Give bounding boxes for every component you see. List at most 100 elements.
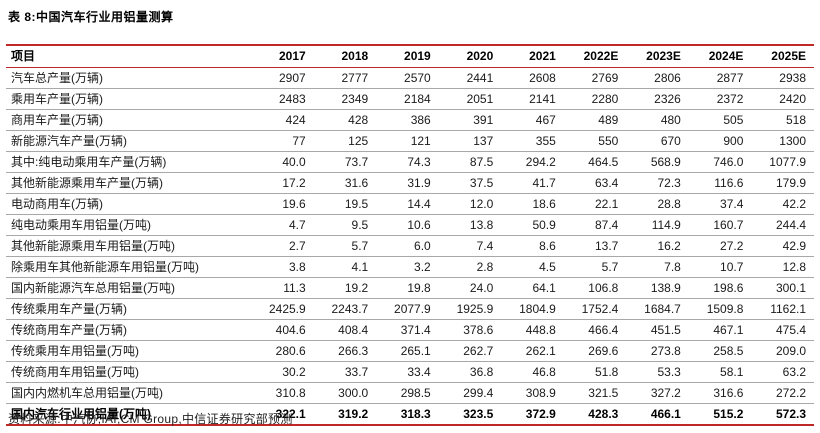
cell-value: 209.0 <box>775 344 806 358</box>
cell-value: 4.1 <box>351 260 369 274</box>
cell-value: 12.8 <box>782 260 806 274</box>
aluminum-usage-table: 项目 2017 2018 2019 2020 2021 2022E 2023E 2024E 202… <box>6 44 814 426</box>
column-header-year: 2020 <box>466 49 494 63</box>
cell-value: 14.4 <box>407 197 431 211</box>
table-row: 其他新能源乘用车用铝量(万吨) 2.7 5.7 6.0 7.4 8.6 13.7 16.2 27… <box>6 236 814 257</box>
row-label: 其他新能源乘用车产量(万辆) <box>11 176 163 190</box>
row-label: 国内内燃机车总用铝量(万吨) <box>11 386 163 400</box>
row-label: 传统商用车产量(万辆) <box>11 323 127 337</box>
cell-value: 1925.9 <box>456 302 494 316</box>
cell-value: 1684.7 <box>644 302 681 316</box>
cell-value: 2184 <box>404 92 431 106</box>
cell-value: 280.6 <box>275 344 306 358</box>
table-row: 商用车产量(万辆) 424 428 386 391 467 489 480 505 518 <box>6 110 814 131</box>
cell-value: 64.1 <box>532 281 556 295</box>
cell-value: 2.7 <box>288 239 306 253</box>
cell-value: 2077.9 <box>394 302 431 316</box>
row-label: 其他新能源乘用车用铝量(万吨) <box>11 239 175 253</box>
cell-value: 42.2 <box>782 197 806 211</box>
cell-value: 31.9 <box>407 176 431 190</box>
row-label: 其中:纯电动乘用车产量(万辆) <box>11 155 167 169</box>
cell-value: 451.5 <box>650 323 681 337</box>
cell-value: 24.0 <box>469 281 494 295</box>
cell-value: 106.8 <box>588 281 619 295</box>
column-header-year: 2018 <box>341 49 369 63</box>
cell-value: 572.3 <box>775 407 806 421</box>
cell-value: 489 <box>598 113 619 127</box>
cell-value: 41.7 <box>532 176 556 190</box>
cell-value: 137 <box>473 134 494 148</box>
cell-value: 5.7 <box>351 239 369 253</box>
cell-value: 125 <box>348 134 369 148</box>
table-row: 汽车总产量(万辆) 2907 2777 2570 2441 2608 2769 2806 287… <box>6 68 814 89</box>
cell-value: 77 <box>292 134 306 148</box>
cell-value: 428 <box>348 113 369 127</box>
table-row: 国内新能源汽车总用铝量(万吨) 11.3 19.2 19.8 24.0 64.1 106.8… <box>6 278 814 299</box>
table-row: 传统乘用车产量(万辆) 2425.9 2243.7 2077.9 1925.9 1804.… <box>6 299 814 320</box>
cell-value: 391 <box>473 113 494 127</box>
cell-value: 467 <box>535 113 556 127</box>
cell-value: 269.6 <box>588 344 619 358</box>
row-label: 传统商用车用铝量(万吨) <box>11 365 139 379</box>
cell-value: 12.0 <box>469 197 494 211</box>
cell-value: 2806 <box>654 71 681 85</box>
cell-value: 51.8 <box>594 365 619 379</box>
cell-value: 308.9 <box>525 386 556 400</box>
cell-value: 327.2 <box>650 386 681 400</box>
cell-value: 2349 <box>341 92 369 106</box>
cell-value: 466.1 <box>650 407 681 421</box>
cell-value: 114.9 <box>651 218 681 232</box>
cell-value: 1804.9 <box>519 302 556 316</box>
cell-value: 2280 <box>591 92 619 106</box>
cell-value: 9.5 <box>351 218 369 232</box>
cell-value: 505 <box>723 113 744 127</box>
column-header-year: 2021 <box>529 49 556 63</box>
cell-value: 72.3 <box>657 176 681 190</box>
cell-value: 4.7 <box>288 218 306 232</box>
cell-value: 670 <box>660 134 681 148</box>
cell-value: 19.2 <box>344 281 369 295</box>
cell-value: 2.8 <box>476 260 494 274</box>
cell-value: 19.6 <box>282 197 306 211</box>
cell-value: 371.4 <box>400 323 431 337</box>
cell-value: 36.8 <box>469 365 494 379</box>
cell-value: 4.5 <box>539 260 556 274</box>
cell-value: 2425.9 <box>268 302 306 316</box>
cell-value: 74.3 <box>407 155 431 169</box>
cell-value: 3.8 <box>288 260 306 274</box>
row-label: 汽车总产量(万辆) <box>11 71 103 85</box>
table-row: 国内汽车行业用铝量(万吨) 322.1 319.2 318.3 323.5 372.9 42… <box>6 404 814 425</box>
table-row: 传统乘用车用铝量(万吨) 280.6 266.3 265.1 262.7 262.1 269… <box>6 341 814 362</box>
cell-value: 42.9 <box>782 239 806 253</box>
cell-value: 310.8 <box>275 386 306 400</box>
cell-value: 50.9 <box>532 218 556 232</box>
cell-value: 73.7 <box>344 155 369 169</box>
column-header-year: 2017 <box>278 49 306 63</box>
column-header-year: 2022E <box>583 49 619 63</box>
cell-value: 273.8 <box>650 344 681 358</box>
cell-value: 272.2 <box>775 386 806 400</box>
cell-value: 7.8 <box>664 260 681 274</box>
cell-value: 16.2 <box>657 239 681 253</box>
cell-value: 37.5 <box>469 176 494 190</box>
cell-value: 2483 <box>278 92 306 106</box>
cell-value: 2769 <box>591 71 619 85</box>
cell-value: 1752.4 <box>581 302 619 316</box>
cell-value: 2141 <box>529 92 556 106</box>
cell-value: 2877 <box>716 71 744 85</box>
cell-value: 900 <box>723 134 744 148</box>
cell-value: 319.2 <box>338 407 369 421</box>
table-row: 新能源汽车产量(万辆) 77 125 121 137 355 550 670 900 1300 <box>6 131 814 152</box>
row-label: 新能源汽车产量(万辆) <box>11 134 127 148</box>
cell-value: 355 <box>535 134 556 148</box>
cell-value: 265.1 <box>400 344 431 358</box>
cell-value: 568.9 <box>650 155 681 169</box>
cell-value: 300.0 <box>338 386 369 400</box>
cell-value: 262.1 <box>525 344 556 358</box>
cell-value: 300.1 <box>775 281 806 295</box>
row-label: 电动商用车(万辆) <box>11 197 103 211</box>
table-row: 传统商用车用铝量(万吨) 30.2 33.7 33.4 36.8 46.8 51.8 53.3… <box>6 362 814 383</box>
cell-value: 22.1 <box>594 197 619 211</box>
cell-value: 1162.1 <box>770 302 806 316</box>
cell-value: 515.2 <box>713 407 744 421</box>
